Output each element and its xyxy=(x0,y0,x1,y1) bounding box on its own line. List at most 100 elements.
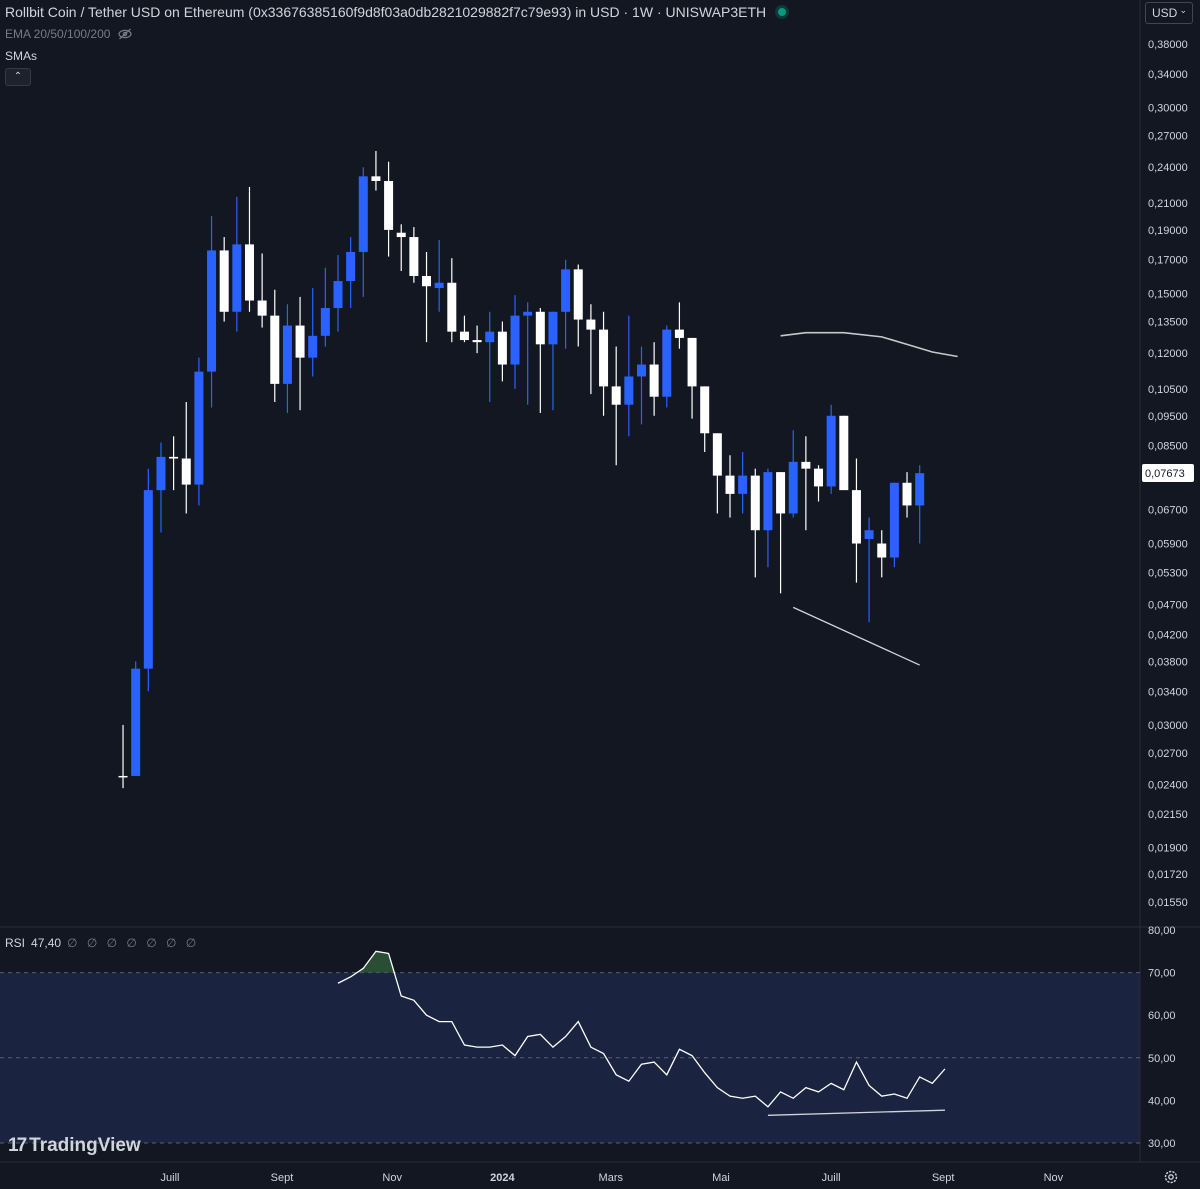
candle-body xyxy=(169,456,179,459)
price-tick-label: 0,17000 xyxy=(1148,255,1188,267)
price-tick-label: 0,05300 xyxy=(1148,567,1188,579)
candle-body xyxy=(712,433,722,476)
time-tick-label: Juill xyxy=(822,1172,841,1184)
candle-body xyxy=(422,275,432,287)
time-tick-label: Juill xyxy=(161,1172,180,1184)
candle-body xyxy=(548,311,558,345)
candle-body xyxy=(851,490,861,544)
candle-body xyxy=(459,331,469,341)
eye-off-icon[interactable] xyxy=(118,28,133,43)
candle-body xyxy=(371,176,381,181)
time-tick-label: Sept xyxy=(271,1172,294,1184)
price-axis[interactable]: 0,38000 0,34000 0,30000 0,27000 0,24000 0,210… xyxy=(1142,39,1194,909)
price-tick-label: 0,08500 xyxy=(1148,441,1188,453)
tradingview-logo-icon: 17 xyxy=(8,1135,27,1156)
market-status-icon[interactable] xyxy=(778,8,787,16)
chevron-down-icon: ⌄ xyxy=(1179,5,1187,15)
time-tick-label: Mars xyxy=(599,1172,624,1184)
candle-body xyxy=(700,386,710,434)
candle-body xyxy=(308,335,318,358)
price-trendline xyxy=(792,606,920,666)
rsi-tick-label: 70,00 xyxy=(1148,968,1176,980)
collapse-legend-button[interactable]: ⌃ xyxy=(5,68,31,86)
currency-select[interactable]: USD ⌄ xyxy=(1145,2,1193,24)
time-axis[interactable]: Juill Sept Nov 2024 Mars Mai Juill Sept Nov xyxy=(161,1172,1064,1184)
candle-body xyxy=(510,315,520,365)
candle-body xyxy=(434,282,444,288)
candle-body xyxy=(561,269,571,312)
rsi-value: 47,40 xyxy=(31,936,62,950)
rsi-overbought-fill xyxy=(356,951,395,973)
price-tick-label: 0,19000 xyxy=(1148,225,1188,237)
candle-body xyxy=(143,490,153,669)
tradingview-logo[interactable]: 17 TradingView xyxy=(8,1135,141,1157)
time-tick-label: Sept xyxy=(932,1172,955,1184)
candle-body xyxy=(409,237,419,276)
rsi-tick-label: 80,00 xyxy=(1148,925,1176,937)
price-tick-label: 0,10500 xyxy=(1148,384,1188,396)
chevron-up-icon: ⌃ xyxy=(13,71,23,82)
price-tick-label: 0,04200 xyxy=(1148,630,1188,642)
price-tick-label: 0,02150 xyxy=(1148,809,1188,821)
rsi-label: RSI xyxy=(5,936,26,950)
price-tick-label: 0,06700 xyxy=(1148,504,1188,516)
candle-body xyxy=(156,456,166,491)
overlays-group xyxy=(780,331,958,666)
candle-body xyxy=(674,329,684,338)
candle-body xyxy=(864,530,874,540)
candle-body xyxy=(611,386,621,405)
candle-body xyxy=(207,250,217,372)
price-tick-label: 0,05900 xyxy=(1148,539,1188,551)
candle-body xyxy=(826,415,836,487)
candle-body xyxy=(750,475,760,531)
time-tick-label: Mai xyxy=(712,1172,730,1184)
price-tick-label: 0,15000 xyxy=(1148,288,1188,300)
candle-body xyxy=(447,282,457,332)
price-tick-label: 0,02400 xyxy=(1148,780,1188,792)
rsi-legend[interactable]: RSI 47,40 ∅ ∅ ∅ ∅ ∅ ∅ ∅ xyxy=(5,936,199,950)
price-tick-label: 0,27000 xyxy=(1148,131,1188,143)
price-tick-label: 0,01900 xyxy=(1148,842,1188,854)
rsi-tick-label: 30,00 xyxy=(1148,1138,1176,1150)
candle-body xyxy=(396,232,406,238)
candle-body xyxy=(649,364,659,397)
price-tick-label: 0,01720 xyxy=(1148,869,1188,881)
candle-body xyxy=(624,376,634,405)
time-tick-label: Nov xyxy=(1044,1172,1064,1184)
smas-indicator-legend[interactable]: SMAs xyxy=(5,49,38,63)
price-tick-label: 0,34000 xyxy=(1148,69,1188,81)
candle-body xyxy=(814,468,824,487)
candle-body xyxy=(889,482,899,558)
candle-body xyxy=(472,340,482,343)
candle-body xyxy=(915,473,925,506)
rsi-group xyxy=(337,950,946,1116)
candle-body xyxy=(131,668,141,776)
rsi-axis[interactable]: 80,00 70,00 60,00 50,00 40,00 30,00 xyxy=(1148,925,1176,1150)
candle-body xyxy=(194,371,204,485)
candle-body xyxy=(270,315,280,384)
gear-icon[interactable] xyxy=(1163,1169,1179,1185)
price-tick-label: 0,21000 xyxy=(1148,198,1188,210)
candle-body xyxy=(725,475,735,494)
last-price-label: 0,07673 xyxy=(1145,468,1185,480)
price-tick-label: 0,38000 xyxy=(1148,39,1188,51)
tradingview-logo-text: TradingView xyxy=(29,1135,141,1156)
candle-body xyxy=(586,319,596,330)
candle-body xyxy=(320,307,330,336)
candle-body xyxy=(333,281,343,308)
candle-body xyxy=(232,244,242,312)
candle-body xyxy=(636,364,646,377)
last-price-badge xyxy=(1142,464,1194,483)
ema-indicator-legend[interactable]: EMA 20/50/100/200 xyxy=(5,27,133,43)
rsi-line xyxy=(337,950,946,1108)
rsi-tick-label: 50,00 xyxy=(1148,1053,1176,1065)
candle-body xyxy=(801,461,811,469)
candle-body xyxy=(662,329,672,397)
chart-title: Rollbit Coin / Tether USD on Ethereum (0… xyxy=(5,4,787,20)
chart-title-text: Rollbit Coin / Tether USD on Ethereum (0… xyxy=(5,4,767,20)
candle-body xyxy=(687,337,697,387)
candle-body xyxy=(257,300,267,316)
candle-body xyxy=(535,311,545,345)
candle-body xyxy=(384,180,394,230)
